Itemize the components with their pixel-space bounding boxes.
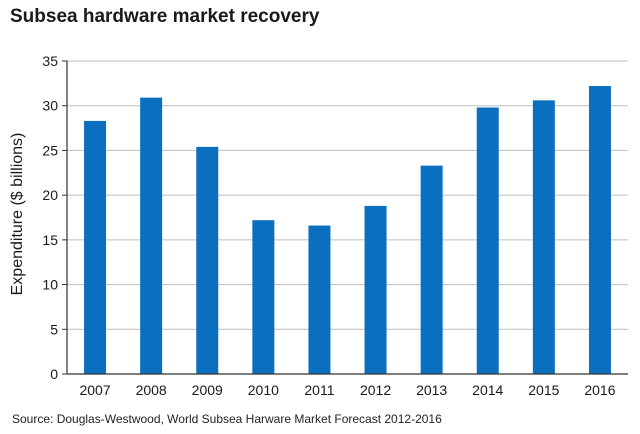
x-tick-label: 2014: [472, 382, 503, 398]
y-tick-labels: 0 5 10 15 20 25 30 35: [42, 53, 58, 382]
bar-2016: [588, 86, 611, 374]
source-note: Source: Douglas-Westwood, World Subsea H…: [12, 412, 442, 426]
x-tick-label: 2016: [584, 382, 615, 398]
y-tick-label: 0: [50, 366, 58, 382]
y-tick-label: 10: [42, 277, 58, 293]
bar-2009: [196, 146, 219, 374]
x-tick-label: 2011: [304, 382, 334, 398]
y-tick-label: 35: [42, 53, 58, 69]
x-tick-label: 2012: [360, 382, 391, 398]
bar-2012: [364, 205, 387, 374]
y-tick-label: 20: [42, 187, 58, 203]
bar-2008: [140, 97, 163, 374]
x-tick-label: 2007: [79, 382, 110, 398]
chart-title: Subsea hardware market recovery: [10, 6, 320, 27]
x-tick-label: 2013: [416, 382, 447, 398]
y-tick-label: 15: [42, 232, 58, 248]
bar-2014: [476, 107, 499, 374]
x-tick-label: 2015: [528, 382, 559, 398]
x-tick-label: 2009: [192, 382, 223, 398]
bar-2011: [308, 225, 331, 374]
x-tick-labels: 2007 2008 2009 2010 2011 2012 2013 2014 2015 2016: [79, 382, 615, 398]
bar-2007: [84, 120, 107, 374]
bar-2013: [420, 165, 443, 374]
y-axis-label: Expenditure ($ billions): [9, 133, 26, 296]
bar-2010: [252, 220, 275, 374]
bar-2015: [532, 100, 555, 374]
x-tick-label: 2010: [248, 382, 279, 398]
bars: [84, 86, 611, 374]
y-tick-label: 5: [50, 321, 58, 337]
y-tick-label: 25: [42, 142, 58, 158]
axes: [62, 60, 628, 375]
y-tick-label: 30: [42, 98, 58, 114]
x-tick-label: 2008: [136, 382, 167, 398]
